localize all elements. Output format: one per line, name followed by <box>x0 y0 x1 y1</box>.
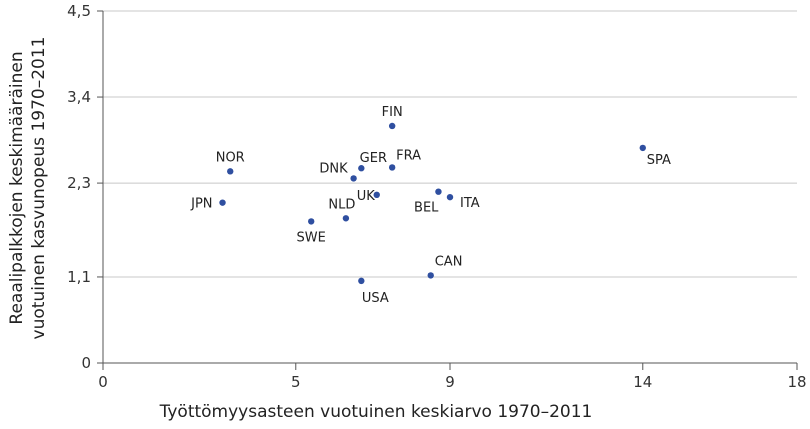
y-tick-label: 4,5 <box>67 2 91 20</box>
y-tick-label: 3,4 <box>67 88 91 106</box>
y-tick-label: 2,3 <box>67 174 91 192</box>
data-point-jpn <box>219 199 226 206</box>
point-label-bel: BEL <box>414 201 439 216</box>
point-label-fin: FIN <box>382 105 403 120</box>
data-point-ger <box>358 165 365 172</box>
data-point-bel <box>435 188 442 195</box>
data-point-nor <box>227 168 234 175</box>
point-label-swe: SWE <box>297 230 326 245</box>
data-point-fra <box>388 164 396 171</box>
point-label-ita: ITA <box>460 196 480 211</box>
point-label-can: CAN <box>435 254 463 269</box>
x-tick-label: 9 <box>445 373 455 391</box>
point-label-uk: UK <box>357 189 376 204</box>
gridlines <box>103 10 797 278</box>
x-tick-label: 0 <box>98 373 108 391</box>
data-points <box>219 122 646 285</box>
data-point-ita <box>446 193 454 201</box>
y-axis-title-line2: vuotuinen kasvunopeus 1970–2011 <box>29 37 49 340</box>
point-label-nor: NOR <box>216 150 245 165</box>
x-axis-title: Työttömyysasteen vuotuinen keskiarvo 197… <box>159 402 593 422</box>
data-point-can <box>427 272 434 279</box>
y-tick-label: 1,1 <box>67 268 91 286</box>
x-tick-label: 18 <box>787 373 806 391</box>
point-labels: NOR JPN SWE NLD DNK GER UK FIN FRA USA CAN BEL ITA SP… <box>190 105 671 306</box>
x-tick-label: 14 <box>633 373 652 391</box>
data-point-fin <box>388 122 396 130</box>
data-point-uk <box>373 191 380 199</box>
point-label-nld: NLD <box>328 197 355 212</box>
x-tick-label: 5 <box>291 373 301 391</box>
data-point-dnk <box>350 175 357 182</box>
data-point-swe <box>308 218 315 225</box>
axes <box>102 11 797 364</box>
y-tick-label: 0 <box>81 354 91 372</box>
point-label-fra: FRA <box>396 148 421 163</box>
point-label-spa: SPA <box>647 153 671 168</box>
point-label-dnk: DNK <box>319 161 348 176</box>
data-point-nld <box>342 215 350 222</box>
x-axis-ticks: 0 5 9 14 18 <box>98 363 807 391</box>
data-point-spa <box>639 144 646 152</box>
point-label-usa: USA <box>362 291 389 306</box>
y-axis-title-line1: Reaalipalkkojen keskimääräinen <box>7 51 27 324</box>
point-label-jpn: JPN <box>190 197 212 212</box>
data-point-usa <box>358 277 365 285</box>
y-axis-ticks: 0 1,1 2,3 3,4 4,5 <box>67 2 103 372</box>
point-label-ger: GER <box>360 151 387 166</box>
